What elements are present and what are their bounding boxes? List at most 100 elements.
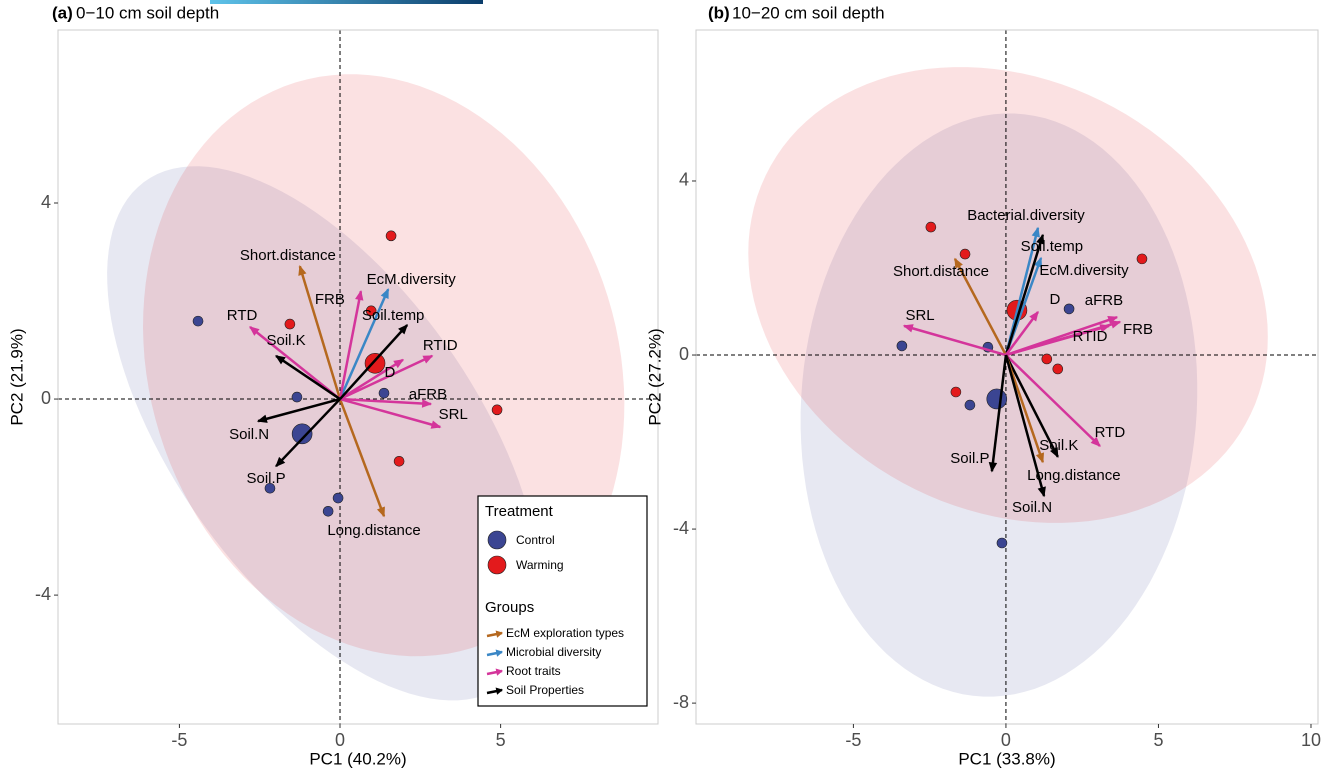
sample-point: [365, 305, 377, 317]
arrow-label: FRB: [1123, 321, 1153, 338]
legend-arrow-head: [495, 687, 504, 695]
arrow-label: Long.distance: [327, 522, 420, 539]
sample-point: [950, 386, 962, 398]
centroid-point: [986, 388, 1008, 410]
legend-symbol: [487, 555, 507, 575]
sample-point: [264, 482, 276, 494]
arrow-label: aFRB: [1085, 292, 1123, 309]
sample-point: [284, 318, 296, 330]
x-axis-title: PC1 (40.2%): [309, 749, 406, 768]
arrow-head: [398, 324, 409, 335]
y-axis-title: PC2 (27.2%): [645, 328, 664, 425]
loading-arrow: [275, 354, 341, 401]
loading-arrow: [990, 354, 1008, 472]
arrow-head: [1090, 436, 1101, 447]
sample-point: [491, 404, 503, 416]
sample-point: [332, 492, 344, 504]
loading-arrow: [339, 397, 431, 406]
loading-arrow: [339, 324, 409, 400]
y-axis-title: PC2 (21.9%): [7, 328, 26, 425]
sample-point: [385, 230, 397, 242]
arrow-label: RTID: [423, 337, 458, 354]
sample-point: [1052, 363, 1064, 375]
x-tick-label: 0: [335, 730, 345, 750]
legend-arrow-head: [495, 630, 504, 638]
arrow-label: Soil.N: [1012, 499, 1052, 516]
arrow-head: [275, 456, 286, 468]
y-tick-label: -4: [673, 518, 689, 538]
legend-label: Microbial diversity: [506, 645, 601, 659]
arrow-label: Long.distance: [1027, 467, 1120, 484]
arrow-head: [1050, 447, 1059, 458]
arrow-head: [421, 399, 433, 408]
legend-label: Root traits: [506, 664, 561, 678]
x-tick-label: -5: [845, 730, 861, 750]
legend-label: Soil Properties: [506, 683, 584, 697]
legend-title: Treatment: [485, 503, 554, 520]
sample-point: [322, 505, 334, 517]
loading-arrow: [953, 258, 1008, 356]
legend-box: [477, 495, 648, 707]
plot-border: [695, 29, 1319, 725]
loading-arrow: [298, 265, 342, 400]
sample-point: [964, 399, 976, 411]
loading-arrow: [1004, 311, 1039, 356]
loading-arrow: [338, 398, 386, 517]
confidence-ellipse: [748, 67, 1268, 523]
arrow-label: RTID: [1073, 328, 1108, 345]
y-tick-label: 0: [679, 344, 689, 364]
arrow-head: [1036, 233, 1045, 245]
loading-arrow: [1004, 234, 1045, 356]
loading-arrow: [339, 354, 433, 401]
arrow-head: [393, 359, 405, 369]
arrow-label: Soil.P: [950, 450, 989, 467]
confidence-ellipse: [107, 166, 541, 701]
arrow-label: Soil.K: [1039, 437, 1078, 454]
arrow-label: Bacterial.diversity: [967, 207, 1085, 224]
sample-point: [393, 455, 405, 467]
arrow-label: Short.distance: [240, 247, 336, 264]
y-tick-label: 4: [679, 170, 689, 190]
arrow-head: [249, 326, 260, 336]
arrow-label: Soil.temp: [1021, 238, 1084, 255]
x-tick-label: 5: [496, 730, 506, 750]
arrow-label: RTD: [227, 307, 258, 324]
arrow-label: Short.distance: [893, 263, 989, 280]
centroid-point: [291, 423, 313, 445]
y-tick-label: 0: [41, 388, 51, 408]
loading-arrow: [249, 326, 341, 401]
arrow-label: aFRB: [409, 386, 447, 403]
legend-title: Groups: [485, 599, 534, 616]
legend-arrow-head: [495, 668, 504, 676]
arrow-head: [1029, 310, 1039, 322]
y-tick-label: 4: [41, 192, 51, 212]
sample-point: [291, 391, 303, 403]
legend-label: Warming: [516, 558, 564, 572]
x-axis-title: PC1 (33.8%): [958, 749, 1055, 768]
arrow-head: [355, 289, 364, 301]
arrow-head: [1110, 320, 1122, 329]
arrow-head: [1034, 256, 1043, 268]
legend-arrow-head: [495, 649, 504, 657]
arrow-head: [988, 461, 998, 473]
arrow-head: [430, 420, 442, 429]
arrow-label: D: [385, 364, 396, 381]
sample-point: [959, 248, 971, 260]
y-tick-label: -4: [35, 584, 51, 604]
panel-title: 0−10 cm soil depth: [76, 3, 219, 22]
loading-arrow: [1005, 354, 1101, 447]
sample-point: [925, 221, 937, 233]
arrow-label: SRL: [905, 307, 934, 324]
arrow-label: Soil.N: [229, 426, 269, 443]
x-tick-label: 10: [1301, 730, 1321, 750]
header-bar: [210, 0, 483, 4]
loading-arrow: [338, 290, 363, 400]
sample-point: [1041, 353, 1053, 365]
loading-arrow: [339, 358, 404, 401]
x-tick-label: -5: [171, 730, 187, 750]
y-tick-label: -8: [673, 692, 689, 712]
panel-label: (b): [708, 3, 730, 22]
arrow-label: D: [1050, 291, 1061, 308]
arrow-head: [380, 288, 389, 300]
arrow-label: FRB: [315, 291, 345, 308]
